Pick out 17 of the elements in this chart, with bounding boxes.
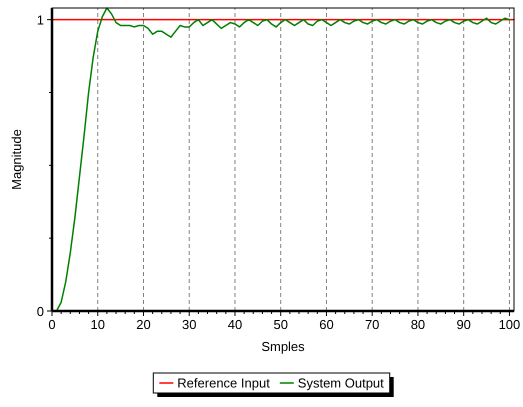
y-tick-label: 1 (36, 12, 44, 28)
line-series (56, 7, 510, 312)
legend-label: Reference Input (177, 376, 270, 390)
x-tick-label: 0 (48, 317, 56, 332)
x-tick-label: 60 (319, 317, 334, 332)
legend-label: System Output (298, 376, 384, 390)
y-axis-title: Magnitude (9, 129, 24, 190)
x-axis-title: Smples (261, 339, 306, 354)
x-tick-label: 70 (364, 317, 380, 332)
x-tick-label: 40 (228, 317, 242, 332)
x-tick-label: 100 (498, 317, 520, 332)
x-tick-label: 30 (182, 317, 196, 332)
x-tick-label: 80 (410, 317, 426, 332)
x-tick-label: 10 (90, 317, 105, 332)
x-tick-label: 90 (456, 317, 471, 332)
x-tick-label: 20 (136, 317, 151, 332)
x-tick-label: 50 (273, 317, 288, 332)
